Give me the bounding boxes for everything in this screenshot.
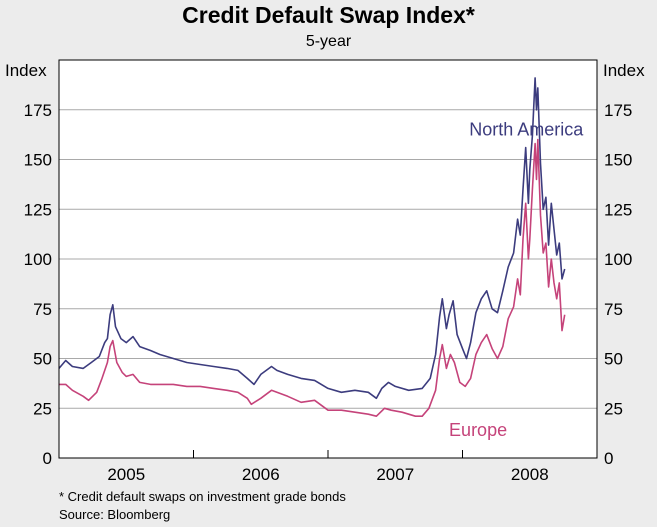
series-line-europe <box>59 138 566 417</box>
tick-labels: 0 0 25 25 50 50 75 75 100 100 125 125 150 150 175 175 20… <box>24 101 633 484</box>
y-tick-left: 0 <box>43 449 52 468</box>
grid-lines <box>59 109 597 409</box>
y-tick-right: 150 <box>604 151 632 170</box>
year-dividers <box>193 450 463 458</box>
series-label-north-america: North America <box>469 120 584 140</box>
y-tick-right: 0 <box>604 449 613 468</box>
series-line-north-america <box>58 77 566 400</box>
y-tick-right: 125 <box>604 200 632 219</box>
y-tick-left: 175 <box>24 101 52 120</box>
y-tick-right: 25 <box>604 399 623 418</box>
y-tick-left: 25 <box>33 399 52 418</box>
x-tick-label: 2007 <box>376 465 414 484</box>
series-labels: North America Europe <box>449 120 584 440</box>
x-tick-label: 2005 <box>107 465 145 484</box>
plot-frame <box>58 59 598 459</box>
chart-subtitle: 5-year <box>305 33 352 50</box>
y-axis-label-right: Index <box>603 61 645 80</box>
x-tick-label: 2008 <box>511 465 549 484</box>
series-label-europe: Europe <box>449 420 507 440</box>
y-tick-left: 150 <box>24 151 52 170</box>
series-lines <box>58 77 566 417</box>
chart-title: Credit Default Swap Index* <box>182 2 475 28</box>
y-tick-left: 100 <box>24 250 52 269</box>
y-tick-right: 175 <box>604 101 632 120</box>
y-tick-left: 125 <box>24 200 52 219</box>
x-tick-label: 2006 <box>242 465 280 484</box>
y-tick-right: 100 <box>604 250 632 269</box>
y-tick-right: 50 <box>604 350 623 369</box>
footnote: * Credit default swaps on investment gra… <box>59 489 346 504</box>
y-tick-right: 75 <box>604 300 623 319</box>
y-tick-left: 75 <box>33 300 52 319</box>
source-note: Source: Bloomberg <box>59 507 171 522</box>
y-tick-left: 50 <box>33 350 52 369</box>
y-axis-label-left: Index <box>5 61 47 80</box>
